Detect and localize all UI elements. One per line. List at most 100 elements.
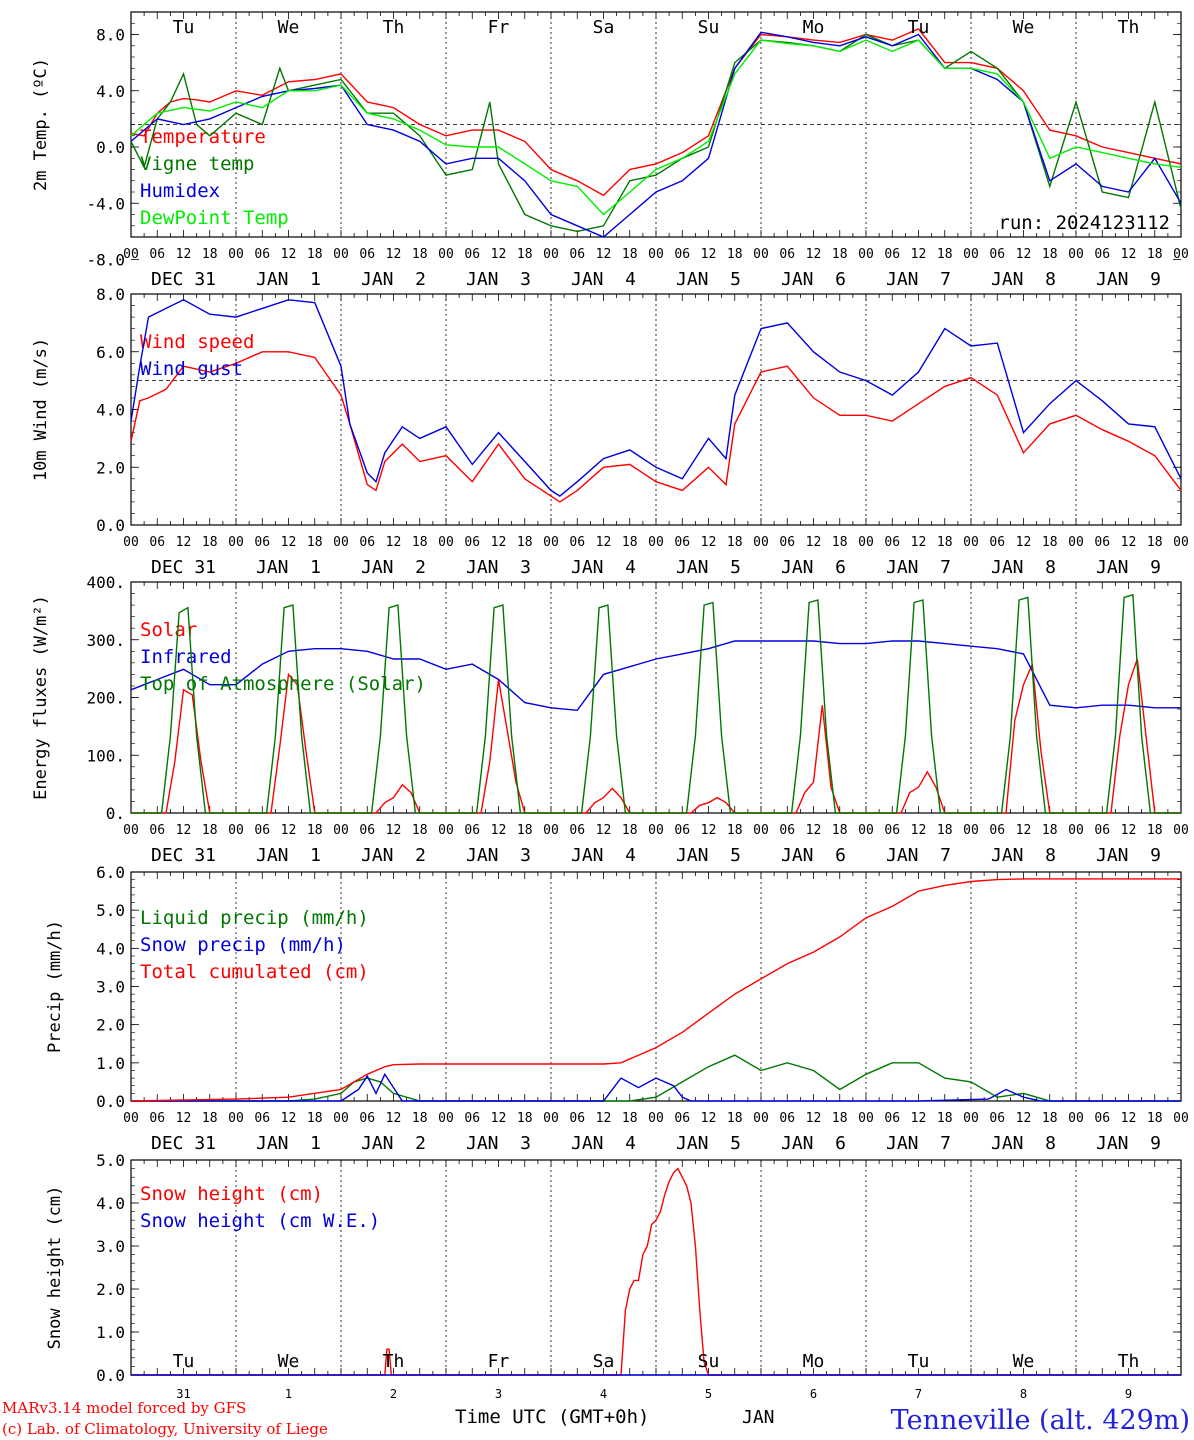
hour-tick-label: 06 bbox=[254, 535, 270, 550]
series-line-1 bbox=[130, 351, 1182, 503]
y-tick-label: 2.0 bbox=[96, 1016, 125, 1035]
hour-tick-label: 06 bbox=[779, 1111, 795, 1126]
hour-tick-label: 12 bbox=[596, 823, 612, 838]
hour-tick-label: 12 bbox=[1016, 535, 1032, 550]
day-of-week-label: Sa bbox=[593, 1351, 615, 1372]
date-label: DEC 31 bbox=[151, 269, 216, 290]
hour-tick-label: 12 bbox=[176, 247, 192, 262]
series-line-4 bbox=[130, 39, 1182, 216]
time-axis-label: Time UTC (GMT+0h) bbox=[455, 1406, 649, 1428]
day-of-week-label: Tu bbox=[173, 1351, 195, 1372]
hour-tick-label: 06 bbox=[674, 823, 690, 838]
hour-tick-label: 18 bbox=[1042, 1111, 1058, 1126]
hour-tick-label: 00 bbox=[753, 247, 769, 262]
series-line-1 bbox=[130, 28, 1182, 197]
hour-tick-label: 12 bbox=[491, 823, 507, 838]
hour-tick-label: 06 bbox=[359, 247, 375, 262]
day-of-week-label: Tu bbox=[908, 1351, 930, 1372]
hour-tick-label: 18 bbox=[412, 535, 428, 550]
date-label: DEC 31 bbox=[151, 557, 216, 578]
hour-tick-label: 12 bbox=[386, 535, 402, 550]
hour-tick-label: 06 bbox=[989, 247, 1005, 262]
hour-tick-label: 06 bbox=[779, 247, 795, 262]
hour-tick-label: 12 bbox=[701, 247, 717, 262]
hour-tick-label: 00 bbox=[438, 1111, 454, 1126]
y-tick-label: 3.0 bbox=[96, 1237, 125, 1256]
hour-tick-label: 06 bbox=[464, 535, 480, 550]
hour-tick-label: 00 bbox=[858, 1111, 874, 1126]
day-of-week-label: Mo bbox=[803, 17, 825, 38]
y-tick-label: 300. bbox=[86, 631, 125, 650]
day-of-week-label: Sa bbox=[593, 17, 615, 38]
hour-tick-label: 12 bbox=[1121, 247, 1137, 262]
hour-tick-label: 12 bbox=[491, 247, 507, 262]
hour-tick-label: 06 bbox=[884, 535, 900, 550]
day-of-week-label: We bbox=[278, 1351, 300, 1372]
legend-entry: Wind gust bbox=[140, 358, 243, 380]
day-of-week-label: We bbox=[1013, 1351, 1035, 1372]
legend-entry: Wind speed bbox=[140, 331, 254, 353]
hour-tick-label: 18 bbox=[412, 247, 428, 262]
hour-tick-label: 06 bbox=[464, 823, 480, 838]
y-tick-label: 1.0 bbox=[96, 1323, 125, 1342]
hour-tick-label: 06 bbox=[359, 1111, 375, 1126]
legend-entry: Temperature bbox=[140, 126, 266, 148]
hour-tick-label: 00 bbox=[333, 247, 349, 262]
hour-tick-label: 12 bbox=[176, 823, 192, 838]
hour-tick-label: 00 bbox=[333, 1111, 349, 1126]
legend-entry: Snow precip (mm/h) bbox=[140, 934, 346, 956]
hour-tick-label: 12 bbox=[911, 1111, 927, 1126]
y-tick-label: 100. bbox=[86, 746, 125, 765]
date-label: JAN 4 bbox=[571, 1133, 636, 1154]
hour-tick-label: 12 bbox=[281, 247, 297, 262]
series-line-2 bbox=[130, 299, 1182, 497]
hour-tick-label: 12 bbox=[911, 247, 927, 262]
hour-tick-label: 12 bbox=[1016, 823, 1032, 838]
hour-tick-label: 18 bbox=[412, 1111, 428, 1126]
hour-tick-label: 12 bbox=[491, 535, 507, 550]
hour-tick-label: 18 bbox=[832, 535, 848, 550]
hour-tick-label: 12 bbox=[386, 247, 402, 262]
y-tick-label: 4.0 bbox=[96, 1194, 125, 1213]
hour-tick-label: 00 bbox=[858, 535, 874, 550]
hour-tick-label: 18 bbox=[202, 1111, 218, 1126]
panel-3: 400. 300. 200. 100. 0. Energy fluxes (W/m²) So… bbox=[31, 573, 1189, 866]
day-number-label: 4 bbox=[600, 1387, 607, 1401]
y-tick-label: 0.0 bbox=[96, 1092, 125, 1111]
hour-tick-label: 06 bbox=[989, 1111, 1005, 1126]
hour-tick-label: 18 bbox=[1147, 823, 1163, 838]
y-tick-label: -8.0 bbox=[86, 251, 125, 270]
y-tick-label: 0.0 bbox=[96, 1366, 125, 1385]
hour-tick-label: 00 bbox=[963, 535, 979, 550]
date-label: JAN 4 bbox=[571, 557, 636, 578]
hour-tick-label: 12 bbox=[1016, 1111, 1032, 1126]
y-tick-label: 6.0 bbox=[96, 863, 125, 882]
month-label: JAN bbox=[742, 1407, 775, 1428]
hour-tick-label: 18 bbox=[937, 1111, 953, 1126]
hour-tick-label: 18 bbox=[1042, 823, 1058, 838]
day-of-week-label: Fr bbox=[488, 17, 510, 38]
date-label: JAN 9 bbox=[1096, 845, 1161, 866]
hour-tick-label: 06 bbox=[779, 535, 795, 550]
y-tick-label: -4.0 bbox=[86, 194, 125, 213]
y-tick-label: 4.0 bbox=[96, 82, 125, 101]
y-tick-label: 8.0 bbox=[96, 285, 125, 304]
day-of-week-label: Th bbox=[383, 1351, 405, 1372]
hour-tick-label: 06 bbox=[1094, 247, 1110, 262]
legend-entry: Infrared bbox=[140, 646, 232, 668]
hour-tick-label: 12 bbox=[911, 535, 927, 550]
hour-tick-label: 12 bbox=[806, 535, 822, 550]
hour-tick-label: 18 bbox=[1042, 535, 1058, 550]
hour-tick-label: 18 bbox=[727, 247, 743, 262]
hour-tick-label: 00 bbox=[858, 823, 874, 838]
y-axis-label: 10m Wind (m/s) bbox=[31, 338, 51, 481]
day-of-week-label: Th bbox=[383, 17, 405, 38]
date-label: JAN 8 bbox=[991, 557, 1056, 578]
hour-tick-label: 00 bbox=[333, 823, 349, 838]
day-of-week-label: Su bbox=[698, 1351, 720, 1372]
y-tick-label: 6.0 bbox=[96, 343, 125, 362]
series-line-3 bbox=[131, 593, 1181, 814]
y-tick-label: 8.0 bbox=[96, 26, 125, 45]
hour-tick-label: 06 bbox=[674, 247, 690, 262]
hour-tick-label: 18 bbox=[202, 247, 218, 262]
